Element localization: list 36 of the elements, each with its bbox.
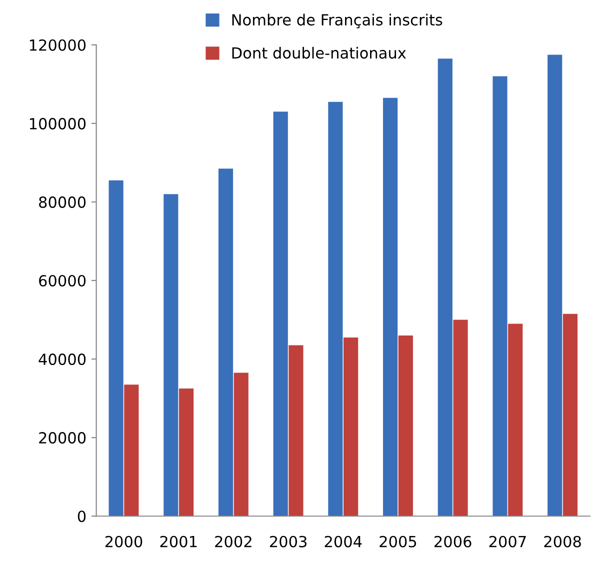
x-tick-label: 2006 bbox=[434, 536, 472, 548]
bar bbox=[108, 180, 124, 516]
bar bbox=[453, 320, 468, 516]
x-tick-label: 2005 bbox=[380, 536, 416, 548]
y-tick-label: 100000 bbox=[30, 118, 86, 130]
bar bbox=[508, 324, 523, 516]
bar bbox=[548, 54, 562, 516]
bar bbox=[438, 58, 452, 516]
x-tick-label: 2007 bbox=[489, 536, 526, 548]
bar bbox=[562, 314, 578, 516]
bar bbox=[124, 384, 139, 516]
bar bbox=[178, 388, 194, 516]
y-tick-label: 40000 bbox=[38, 354, 86, 366]
legend-label: Nombre de Français inscrits bbox=[232, 14, 442, 28]
y-tick-label: 80000 bbox=[39, 196, 86, 208]
y-tick-label: 120000 bbox=[30, 39, 86, 51]
bar bbox=[344, 337, 358, 516]
legend-label: Dont double-nationaux bbox=[232, 46, 406, 59]
bar bbox=[492, 76, 508, 516]
bar bbox=[383, 98, 398, 516]
bar bbox=[398, 335, 413, 516]
x-tick-label: 2001 bbox=[160, 536, 197, 548]
bar bbox=[288, 345, 304, 516]
bar bbox=[328, 102, 343, 516]
x-tick-label: 2004 bbox=[324, 536, 362, 548]
y-tick-label: 20000 bbox=[39, 432, 86, 444]
bar bbox=[218, 168, 234, 516]
x-tick-label: 2003 bbox=[270, 536, 307, 548]
x-tick-label: 2008 bbox=[544, 536, 581, 548]
bar bbox=[273, 112, 288, 516]
bar bbox=[164, 194, 178, 516]
y-tick-label: 0 bbox=[78, 510, 86, 522]
x-tick-label: 2000 bbox=[105, 536, 142, 548]
x-tick-label: 2002 bbox=[215, 536, 252, 548]
y-tick-label: 60000 bbox=[39, 274, 86, 287]
bar bbox=[234, 372, 248, 516]
